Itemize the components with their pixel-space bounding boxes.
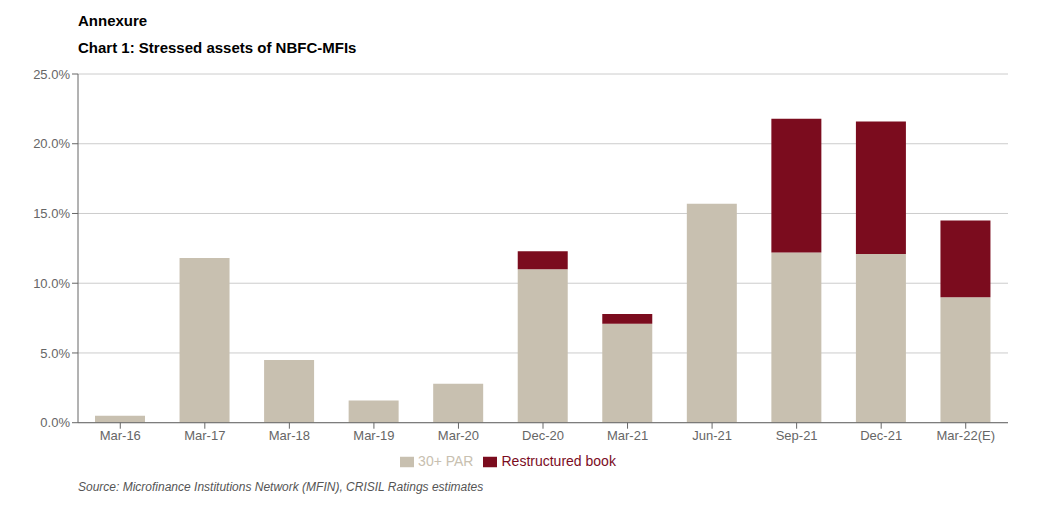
html-text:Annexure: Annexure (78, 12, 148, 29)
svg-text:Mar-17: Mar-17 (184, 428, 225, 443)
svg-text:Sep-21: Sep-21 (776, 428, 818, 443)
svg-text:Mar-22(E): Mar-22(E) (936, 428, 995, 443)
html-text:30+ PAR: 30+ PAR (418, 452, 474, 469)
svg-text:10.0%: 10.0% (33, 276, 70, 291)
svg-text:Mar-18: Mar-18 (269, 428, 310, 443)
svg-text:Dec-20: Dec-20 (522, 428, 564, 443)
svg-text:Mar-19: Mar-19 (353, 428, 394, 443)
svg-text:Jun-21: Jun-21 (692, 428, 732, 443)
html-text:Chart 1: Stressed assets of NB: Chart 1: Stressed assets of NBFC-MFIs (78, 39, 357, 56)
svg-text:15.0%: 15.0% (33, 206, 70, 221)
svg-text:Mar-16: Mar-16 (100, 428, 141, 443)
svg-text:5.0%: 5.0% (40, 346, 70, 361)
svg-text:Mar-21: Mar-21 (607, 428, 648, 443)
html-text:Source: Microfinance Instituti: Source: Microfinance Institutions Networ… (78, 480, 484, 494)
svg-text:Dec-21: Dec-21 (860, 428, 902, 443)
html-text:Restructured book: Restructured book (501, 452, 616, 469)
svg-text:25.0%: 25.0% (33, 67, 70, 82)
svg-text:Mar-20: Mar-20 (438, 428, 479, 443)
svg-text:20.0%: 20.0% (33, 136, 70, 151)
svg-text:0.0%: 0.0% (40, 415, 70, 430)
